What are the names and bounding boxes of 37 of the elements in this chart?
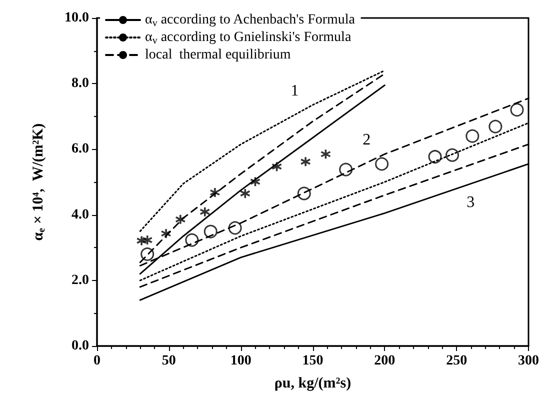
point [466, 129, 480, 143]
annotation: 3 [466, 194, 475, 212]
y-tick-label: 6.0 [72, 142, 89, 157]
x-tick-label: 0 [94, 354, 100, 368]
point [339, 162, 353, 176]
point [271, 161, 282, 172]
x-tick-label: 200 [374, 354, 396, 368]
point [428, 150, 442, 164]
x-axis-title: ρu, kg/(m²s) [274, 376, 352, 392]
point [250, 176, 261, 188]
x-tick-label: 100 [230, 354, 252, 368]
annotation: 1 [290, 82, 299, 100]
point [199, 206, 210, 218]
y-tick-label: 10.0 [64, 10, 89, 26]
point [320, 148, 332, 160]
y-tick-label: 8.0 [72, 76, 89, 92]
point [185, 233, 199, 247]
x-tick-label: 150 [302, 354, 324, 368]
point [204, 224, 218, 238]
x-tick-label: 50 [162, 354, 176, 368]
point [510, 103, 524, 117]
point [300, 156, 311, 168]
y-tick-label: 0.0 [72, 338, 89, 354]
point [228, 221, 242, 235]
y-axis-title: αe × 10⁴, W/(m²K) [30, 123, 48, 241]
annotation: 2 [362, 132, 371, 149]
point [160, 228, 172, 239]
x-tick-label: 300 [518, 354, 539, 368]
x-tick-label: 250 [446, 354, 468, 368]
point [175, 214, 186, 225]
point [375, 157, 389, 171]
point [210, 187, 220, 198]
point [488, 120, 502, 134]
point [240, 188, 251, 199]
y-tick-label: 2.0 [72, 272, 89, 288]
legend-label: local thermal equilibrium [145, 48, 291, 62]
y-tick-label: 4.0 [72, 207, 89, 222]
